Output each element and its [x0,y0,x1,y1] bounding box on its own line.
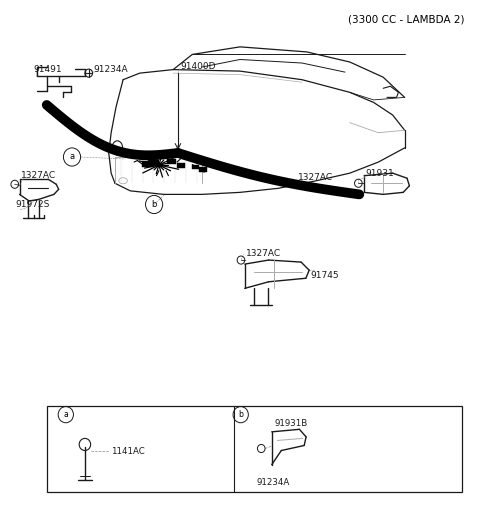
Bar [192,165,199,169]
Text: 91491: 91491 [34,65,62,74]
Text: b: b [238,410,243,419]
Text: 1141AC: 1141AC [111,447,145,456]
Bar [150,160,159,165]
Text: 91972S: 91972S [16,200,50,209]
Text: 91745: 91745 [311,271,339,280]
Text: 91931: 91931 [365,169,394,178]
Text: 1327AC: 1327AC [21,171,56,180]
Bar [177,163,185,168]
Bar [142,161,153,167]
Text: 91931B: 91931B [274,419,307,428]
Text: 91234A: 91234A [94,65,128,74]
Text: a: a [70,152,74,162]
Bar [47,405,462,492]
Text: 91234A: 91234A [256,478,290,487]
Text: 1327AC: 1327AC [298,173,333,182]
Text: (3300 CC - LAMBDA 2): (3300 CC - LAMBDA 2) [348,15,464,24]
Text: 1327AC: 1327AC [246,249,281,259]
Text: a: a [63,410,68,419]
Bar [168,158,176,164]
Text: 91400D: 91400D [180,61,216,71]
Text: b: b [151,200,157,209]
Bar [199,167,207,172]
